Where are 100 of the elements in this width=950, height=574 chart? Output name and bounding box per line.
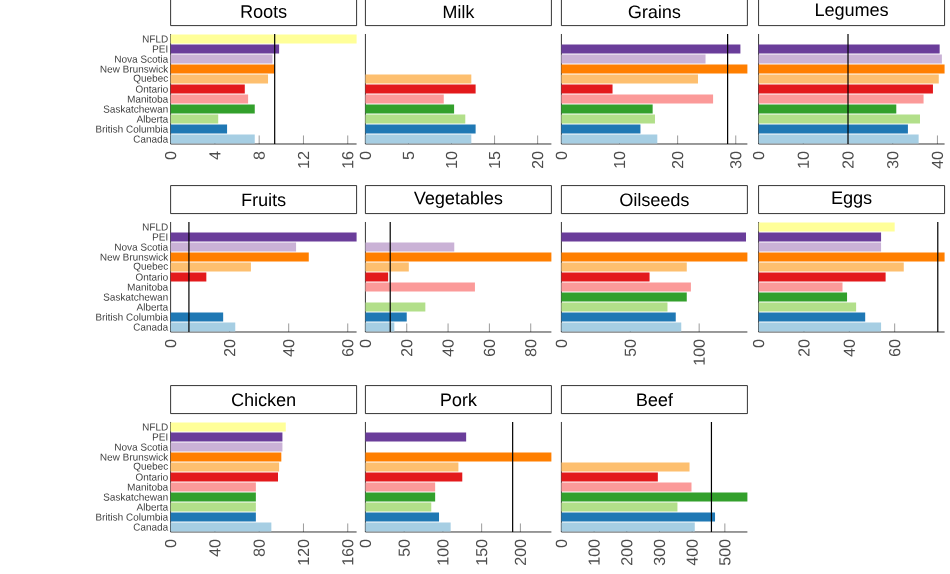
bar — [365, 84, 476, 94]
bar — [758, 292, 848, 302]
bar — [758, 44, 940, 54]
bar — [758, 54, 942, 64]
bar — [365, 134, 472, 144]
bar — [365, 282, 475, 292]
bar — [365, 114, 466, 124]
x-tick-label: 0 — [359, 339, 372, 348]
x-tick-label: 0 — [555, 339, 568, 348]
bar — [758, 302, 857, 312]
x-tick-label: 20 — [842, 151, 854, 169]
bar — [758, 84, 933, 94]
bar — [170, 104, 255, 114]
x-tick-label: 5 — [402, 151, 415, 160]
x-tick-label: 4 — [209, 151, 221, 160]
x-tick-label: 0 — [164, 339, 177, 348]
x-tick-label: 80 — [253, 539, 265, 557]
bar — [170, 34, 357, 44]
bar — [561, 282, 691, 292]
bar — [170, 462, 280, 472]
bar — [758, 282, 843, 292]
bar — [365, 492, 436, 502]
bar — [561, 134, 658, 144]
bar — [365, 512, 440, 522]
chart-title: Milk — [443, 5, 475, 19]
bar — [561, 252, 748, 262]
x-tick-label: 20 — [798, 339, 810, 357]
bar — [561, 124, 641, 134]
bar — [561, 104, 653, 114]
x-tick-label: 160 — [342, 539, 354, 565]
bar — [170, 84, 245, 94]
x-tick-label: 200 — [514, 539, 527, 565]
bar — [561, 272, 650, 282]
x-tick-label: 0 — [555, 539, 568, 548]
bar — [365, 242, 455, 252]
bar — [365, 472, 463, 482]
bar — [561, 522, 695, 532]
x-tick-label: 40 — [209, 539, 221, 557]
bar — [170, 482, 256, 492]
chart-title: Eggs — [832, 191, 872, 208]
bar — [561, 262, 687, 272]
x-tick-label: 10 — [613, 151, 626, 168]
bar — [758, 262, 904, 272]
bar — [758, 322, 882, 332]
bar — [561, 482, 692, 492]
bar — [561, 502, 678, 512]
bar — [561, 84, 613, 94]
bar — [170, 94, 249, 104]
x-tick-label: 20 — [531, 151, 544, 169]
x-tick-label: 40 — [442, 339, 454, 357]
x-tick-label: 400 — [686, 539, 698, 566]
x-tick-label: 60 — [889, 339, 901, 357]
bar — [561, 462, 690, 472]
bar — [365, 272, 389, 282]
x-tick-label: 0 — [164, 151, 177, 160]
chart-title: Fruits — [242, 192, 286, 207]
bar — [365, 432, 467, 442]
bar — [758, 272, 886, 282]
x-tick-label: 20 — [224, 339, 236, 357]
x-tick-label: 0 — [555, 151, 568, 160]
bar — [561, 292, 687, 302]
bar — [561, 94, 714, 104]
bar — [365, 302, 426, 312]
x-tick-label: 200 — [621, 539, 633, 565]
bar — [365, 104, 455, 114]
bar — [365, 462, 459, 472]
chart-title: Oilseeds — [620, 192, 689, 207]
bar — [170, 492, 256, 502]
chart-title: Vegetables — [413, 191, 503, 208]
bar — [170, 512, 256, 522]
bar — [170, 432, 283, 442]
chart-title: Roots — [241, 5, 287, 18]
bar — [170, 44, 280, 54]
x-tick-label: 12 — [297, 151, 310, 168]
bar — [561, 232, 747, 242]
x-tick-label: 150 — [475, 539, 488, 565]
bar — [170, 422, 286, 432]
bar — [561, 492, 748, 502]
x-tick-label: 300 — [653, 539, 666, 566]
x-tick-label: 20 — [671, 151, 684, 169]
x-tick-label: 20 — [401, 339, 413, 357]
bar — [170, 522, 272, 532]
bar — [758, 242, 882, 252]
x-tick-label: 50 — [398, 539, 410, 557]
x-tick-label: 40 — [931, 151, 944, 169]
x-tick-label: 500 — [719, 539, 731, 566]
bar — [561, 44, 741, 54]
bar — [170, 124, 228, 134]
bar — [561, 472, 658, 482]
x-tick-label: 0 — [752, 151, 765, 160]
bar — [561, 312, 676, 322]
bar — [758, 312, 866, 322]
bar — [561, 322, 682, 332]
bar — [365, 482, 436, 492]
bar — [170, 54, 273, 64]
x-tick-label: 60 — [342, 339, 354, 357]
x-tick-label: 100 — [693, 339, 705, 365]
bar — [758, 124, 908, 134]
bar — [170, 242, 297, 252]
x-tick-label: 30 — [730, 151, 742, 169]
